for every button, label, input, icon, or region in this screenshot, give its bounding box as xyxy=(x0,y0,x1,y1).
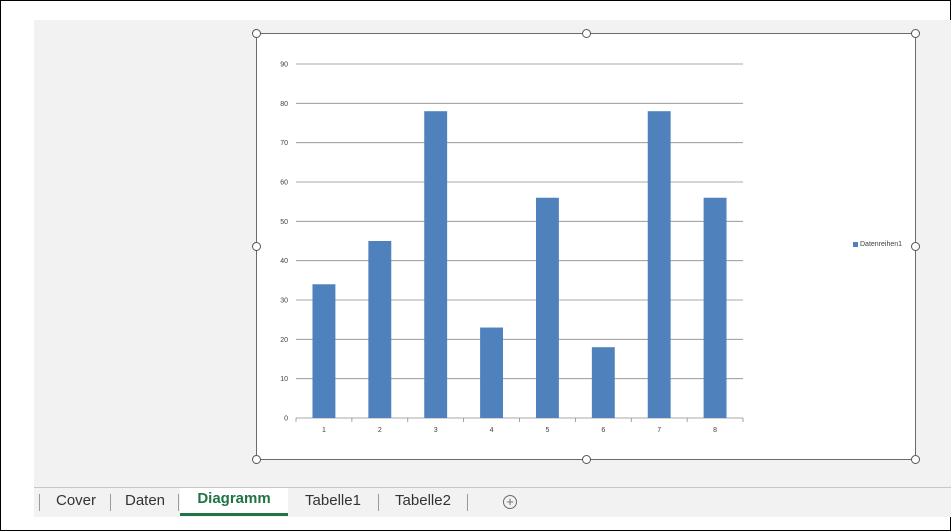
bar[interactable] xyxy=(480,327,504,418)
y-tick-label: 0 xyxy=(284,416,288,423)
bar[interactable] xyxy=(647,111,671,418)
resize-handle-right[interactable] xyxy=(911,242,920,251)
bar[interactable] xyxy=(312,284,336,418)
tab-separator xyxy=(467,494,468,511)
legend-swatch xyxy=(853,242,858,247)
tab-tabelle2[interactable]: Tabelle2 xyxy=(395,492,451,509)
legend-label: Datenreihen1 xyxy=(860,241,903,248)
y-tick-label: 10 xyxy=(280,376,288,383)
y-tick-label: 60 xyxy=(280,180,288,187)
resize-handle-top-right[interactable] xyxy=(911,29,920,38)
x-tick-label: 1 xyxy=(322,427,326,434)
resize-handle-left[interactable] xyxy=(252,242,261,251)
resize-handle-bottom-right[interactable] xyxy=(911,455,920,464)
x-tick-label: 3 xyxy=(434,427,438,434)
y-tick-label: 50 xyxy=(280,219,288,226)
bar[interactable] xyxy=(591,347,615,418)
y-tick-label: 40 xyxy=(280,258,288,265)
resize-handle-top-left[interactable] xyxy=(252,29,261,38)
y-tick-label: 20 xyxy=(280,337,288,344)
add-sheet-icon[interactable]: + xyxy=(503,495,517,509)
bar[interactable] xyxy=(535,197,559,418)
tab-tabelle1[interactable]: Tabelle1 xyxy=(305,492,361,509)
tab-separator xyxy=(110,494,111,511)
bar[interactable] xyxy=(368,241,392,418)
resize-handle-top[interactable] xyxy=(582,29,591,38)
y-tick-label: 90 xyxy=(280,62,288,69)
x-tick-label: 5 xyxy=(545,427,549,434)
chart-object[interactable]: 0 10 20 30 40 50 60 70 80 90 1 2 3 4 5 6 7 8 xyxy=(256,33,916,460)
x-tick-label: 6 xyxy=(601,427,605,434)
tab-diagramm[interactable]: Diagramm xyxy=(180,488,288,516)
y-tick-label: 80 xyxy=(280,101,288,108)
y-tick-label: 70 xyxy=(280,140,288,147)
resize-handle-bottom-left[interactable] xyxy=(252,455,261,464)
tab-cover[interactable]: Cover xyxy=(55,492,96,509)
x-tick-label: 7 xyxy=(657,427,661,434)
tab-separator xyxy=(178,494,179,511)
x-tick-label: 4 xyxy=(490,427,494,434)
x-tick-label: 2 xyxy=(378,427,382,434)
tab-daten[interactable]: Daten xyxy=(124,492,166,509)
tab-separator xyxy=(39,494,40,511)
x-tick-label: 8 xyxy=(713,427,717,434)
y-tick-label: 30 xyxy=(280,298,288,305)
sheet-tab-bar: Cover Daten Diagramm Tabelle1 Tabelle2 + xyxy=(34,487,951,517)
bar[interactable] xyxy=(424,111,448,418)
bar-chart: 0 10 20 30 40 50 60 70 80 90 1 2 3 4 5 6 7 8 xyxy=(280,62,744,434)
tab-separator xyxy=(378,494,379,511)
resize-handle-bottom[interactable] xyxy=(582,455,591,464)
bar[interactable] xyxy=(703,197,727,418)
chart-legend[interactable]: Datenreihen1 xyxy=(853,241,902,248)
